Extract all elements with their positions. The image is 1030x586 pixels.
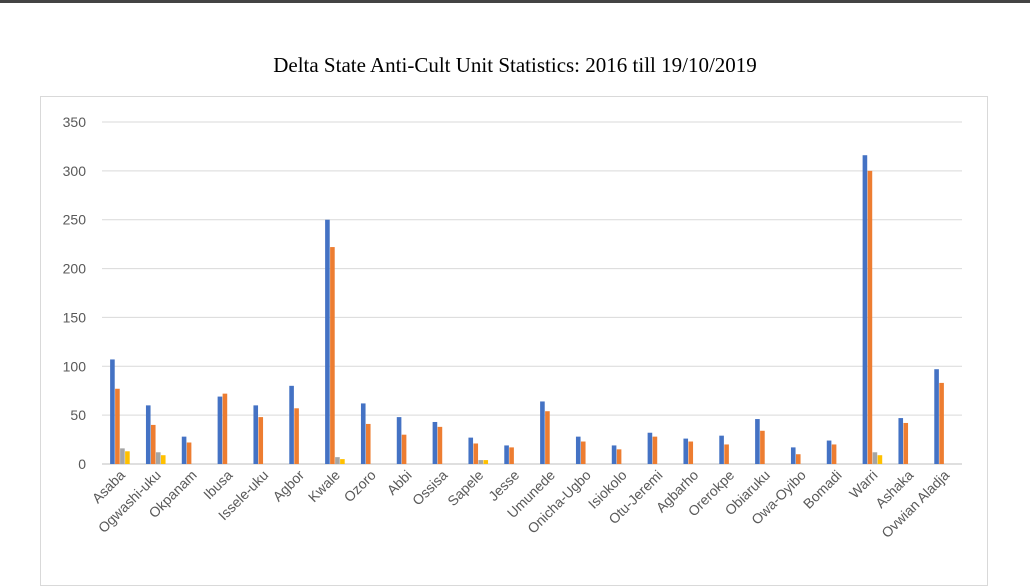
bar: [330, 247, 335, 464]
x-category-label: Ozoro: [341, 467, 379, 505]
bar: [688, 441, 694, 464]
x-category-label: Abbi: [384, 467, 415, 498]
bar: [258, 417, 264, 464]
bar: [468, 437, 474, 464]
bar: [616, 449, 622, 464]
y-tick-label: 0: [78, 456, 86, 472]
bar: [898, 418, 904, 464]
bar: [611, 445, 617, 464]
bar: [478, 460, 484, 464]
x-category-label: Kwale: [305, 467, 343, 505]
chart-title: Delta State Anti-Cult Unit Statistics: 2…: [273, 53, 757, 77]
bar: [253, 405, 259, 464]
bar: [719, 435, 724, 464]
y-tick-label: 100: [63, 358, 87, 374]
bar: [437, 426, 443, 464]
bar: [545, 411, 550, 464]
bar: [647, 432, 653, 464]
bar: [867, 170, 873, 464]
bar: [155, 452, 161, 464]
bar: [755, 419, 760, 464]
bar: [504, 445, 509, 464]
bar: [186, 442, 192, 464]
x-category-label: Agbor: [269, 467, 307, 505]
bar: [289, 385, 294, 464]
bar: [360, 403, 366, 464]
bar: [432, 421, 438, 464]
bar: [934, 369, 939, 464]
y-tick-label: 300: [63, 163, 87, 179]
bar: [294, 408, 299, 464]
bar: [795, 454, 801, 464]
bar: [790, 447, 796, 464]
bar: [396, 417, 402, 464]
bar: [335, 457, 340, 464]
bar: [483, 460, 489, 464]
bar: [540, 401, 545, 464]
bar: [872, 452, 878, 464]
bar: [724, 444, 729, 464]
bar: [575, 436, 581, 464]
bar: [325, 219, 330, 464]
x-category-label: Bomadi: [800, 467, 845, 512]
bar: [110, 359, 115, 464]
y-tick-label: 50: [70, 407, 86, 423]
y-tick-label: 200: [63, 261, 87, 277]
x-category-label: Sapele: [444, 467, 486, 509]
y-tick-label: 350: [63, 114, 87, 130]
y-tick-label: 150: [63, 309, 87, 325]
bar: [145, 405, 151, 464]
bar: [222, 393, 228, 464]
bar: [903, 422, 909, 464]
bar: [115, 388, 120, 464]
bar: [652, 436, 658, 464]
chart-frame: [40, 96, 988, 586]
bar: [181, 436, 187, 464]
bar: [120, 448, 125, 464]
bar: [473, 443, 479, 464]
y-tick-label: 250: [63, 212, 87, 228]
bar: [217, 396, 223, 464]
bar: [683, 438, 689, 464]
bar: [365, 423, 371, 464]
bar: [509, 447, 514, 464]
top-rule: [0, 0, 1030, 3]
bar: [401, 434, 407, 464]
bar: [939, 382, 944, 464]
bar: [150, 424, 156, 464]
bar: [831, 444, 837, 464]
bar: [760, 430, 765, 464]
bar: [160, 455, 166, 464]
bar: [862, 155, 868, 465]
bar: [826, 440, 832, 464]
bar: [340, 459, 345, 464]
bar: [580, 441, 586, 464]
bar: [125, 451, 130, 464]
x-category-label: Ossisa: [409, 467, 451, 509]
x-category-label: Onicha-Ugbo: [524, 467, 594, 537]
bar: [877, 455, 883, 464]
